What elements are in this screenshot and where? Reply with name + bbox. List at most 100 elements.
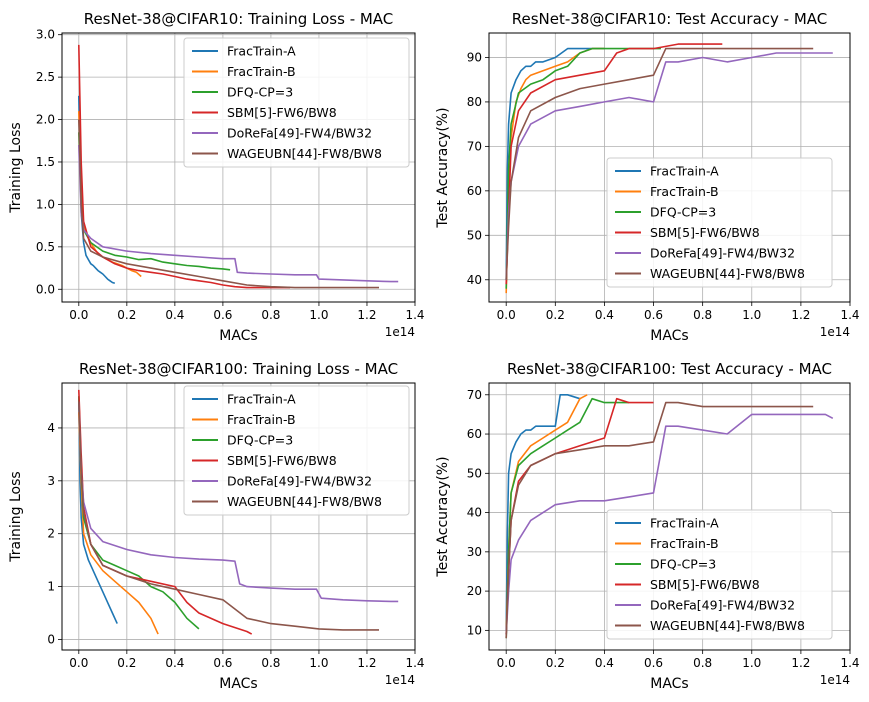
series-line-4 xyxy=(505,43,723,285)
chart-title: ResNet-38@CIFAR10: Training Loss - MAC xyxy=(84,10,394,28)
y-tick-label: 20 xyxy=(467,584,482,598)
legend: FracTrain-A FracTrain-B DFQ-CP=3 SBM[5]-FW6… xyxy=(183,385,410,516)
x-axis-label: MACs xyxy=(650,328,688,344)
series-line-5 xyxy=(505,413,834,635)
series-line-3 xyxy=(505,397,629,639)
legend-entry: WAGEUBN[44]-FW8/BW8 xyxy=(650,266,805,281)
legend-entry: FracTrain-A xyxy=(227,392,296,407)
legend-entry: FracTrain-A xyxy=(650,164,719,179)
x-tick-label: 1.4 xyxy=(405,308,424,322)
legend-entry: WAGEUBN[44]-FW8/BW8 xyxy=(650,618,805,633)
legend-entry: SBM[5]-FW6/BW8 xyxy=(650,577,760,592)
legend-entry: SBM[5]-FW6/BW8 xyxy=(227,453,337,468)
x-tick-label: 0.2 xyxy=(546,308,565,322)
legend-entry: DoReFa[49]-FW4/BW32 xyxy=(227,126,372,141)
x-tick-label: 1.0 xyxy=(742,308,761,322)
x-tick-label: 1.0 xyxy=(742,656,761,670)
y-axis-label: Test Accuracy(%) xyxy=(435,107,451,228)
x-tick-label: 1.4 xyxy=(840,308,859,322)
y-axis-label: Test Accuracy(%) xyxy=(435,456,451,577)
y-tick-label: 2.0 xyxy=(36,113,55,127)
y-tick-label: 30 xyxy=(467,545,482,559)
y-tick-label: 1 xyxy=(47,580,55,594)
series-group xyxy=(505,393,834,639)
series-line-1 xyxy=(505,393,581,631)
series-group xyxy=(78,389,399,635)
x-tick-label: 0.6 xyxy=(644,308,663,322)
x-tick-label: 0.8 xyxy=(261,656,280,670)
series-line-5 xyxy=(505,52,833,280)
legend-entry: FracTrain-A xyxy=(650,516,719,531)
chart-panel-3: 0.0 0.2 0.4 0.6 0.8 1.0 1.2 1.4 0 1 2 3 4 ResNet-38@C… xyxy=(8,360,425,692)
x-tick-label: 1.4 xyxy=(840,656,859,670)
x-tick-label: 0.2 xyxy=(546,656,565,670)
legend-entry: FracTrain-B xyxy=(227,64,296,79)
x-offset-label: 1e14 xyxy=(820,325,850,339)
y-tick-label: 3 xyxy=(47,474,55,488)
series-group xyxy=(78,44,399,289)
chart-panel-2: 0.0 0.2 0.4 0.6 0.8 1.0 1.2 1.4 40 50 60 70 80 90 ResN… xyxy=(435,10,860,344)
x-tick-label: 0.8 xyxy=(261,308,280,322)
series-line-6 xyxy=(78,401,379,631)
x-tick-label: 0.4 xyxy=(595,656,614,670)
y-tick-label: 60 xyxy=(467,427,482,441)
axes-frame xyxy=(61,32,416,303)
series-line-6 xyxy=(78,119,379,289)
chart-title: ResNet-38@CIFAR100: Training Loss - MAC xyxy=(79,360,398,378)
x-offset-label: 1e14 xyxy=(385,673,415,687)
x-tick-label: 0.8 xyxy=(693,308,712,322)
series-line-6 xyxy=(505,401,814,639)
legend-entry: DoReFa[49]-FW4/BW32 xyxy=(650,598,795,613)
x-tick-label: 0.2 xyxy=(117,656,136,670)
y-tick-label: 70 xyxy=(467,139,482,153)
y-tick-label: 40 xyxy=(467,273,482,287)
x-tick-label: 0.8 xyxy=(693,656,712,670)
legend-entry: WAGEUBN[44]-FW8/BW8 xyxy=(227,146,382,161)
x-tick-label: 1.2 xyxy=(357,308,376,322)
chart-panel-4: 0.0 0.2 0.4 0.6 0.8 1.0 1.2 1.4 10 20 30 40 50 60 70 Re… xyxy=(435,360,860,692)
legend: FracTrain-A FracTrain-B DFQ-CP=3 SBM[5]-FW6… xyxy=(606,157,833,288)
x-offset-label: 1e14 xyxy=(820,673,850,687)
y-tick-label: 0.0 xyxy=(36,282,55,296)
x-axis-label: MACs xyxy=(219,676,257,692)
y-tick-label: 0 xyxy=(47,632,55,646)
legend-entry: FracTrain-B xyxy=(227,412,296,427)
x-tick-label: 1.4 xyxy=(405,656,424,670)
x-tick-label: 0.4 xyxy=(165,308,184,322)
y-tick-label: 0.5 xyxy=(36,240,55,254)
x-tick-label: 0.6 xyxy=(213,308,232,322)
y-tick-label: 40 xyxy=(467,506,482,520)
legend-entry: FracTrain-B xyxy=(650,536,719,551)
legend-entry: DFQ-CP=3 xyxy=(650,205,716,220)
x-tick-label: 1.2 xyxy=(791,308,810,322)
y-tick-label: 1.0 xyxy=(36,197,55,211)
y-axis-label: Training Loss xyxy=(8,122,24,213)
y-tick-label: 3.0 xyxy=(36,28,55,42)
y-tick-label: 80 xyxy=(467,95,482,109)
legend-entry: DoReFa[49]-FW4/BW32 xyxy=(650,246,795,261)
y-axis-label: Training Loss xyxy=(8,471,24,562)
y-tick-label: 50 xyxy=(467,228,482,242)
legend-box xyxy=(183,385,410,516)
x-offset-label: 1e14 xyxy=(385,325,415,339)
x-tick-label: 0.0 xyxy=(69,308,88,322)
series-line-3 xyxy=(505,47,661,289)
legend-entry: SBM[5]-FW6/BW8 xyxy=(227,105,337,120)
series-line-5 xyxy=(78,401,399,603)
x-tick-label: 0.4 xyxy=(595,308,614,322)
legend-entry: SBM[5]-FW6/BW8 xyxy=(650,225,760,240)
legend-box xyxy=(606,157,833,288)
x-tick-label: 0.4 xyxy=(165,656,184,670)
series-line-1 xyxy=(505,47,605,280)
x-tick-label: 0.6 xyxy=(644,656,663,670)
x-axis-label: MACs xyxy=(219,328,257,344)
series-line-6 xyxy=(505,47,814,280)
x-tick-label: 0.0 xyxy=(497,656,516,670)
series-line-1 xyxy=(78,396,118,624)
y-tick-label: 90 xyxy=(467,50,482,64)
x-tick-label: 1.0 xyxy=(309,308,328,322)
legend-entry: DFQ-CP=3 xyxy=(650,557,716,572)
y-tick-label: 4 xyxy=(47,421,55,435)
x-axis-label: MACs xyxy=(650,676,688,692)
